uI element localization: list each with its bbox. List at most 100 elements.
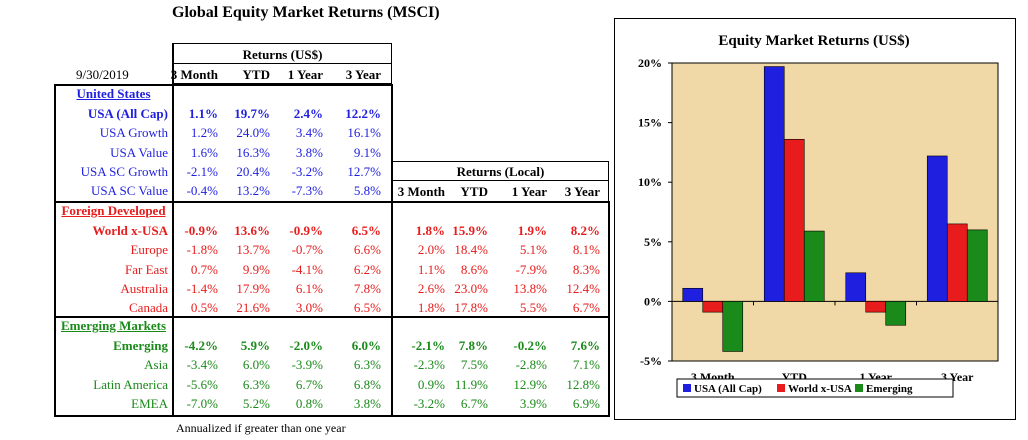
- y-tick-label: 5%: [644, 235, 662, 249]
- usd-value: 16.3%: [236, 144, 270, 160]
- local-value: -0.2%: [513, 338, 547, 353]
- usd-value: 6.5%: [353, 300, 381, 316]
- usd-value: -5.6%: [186, 376, 218, 392]
- local-value: 3.9%: [519, 395, 547, 411]
- bar: [682, 287, 704, 302]
- usd-value: 3.0%: [295, 300, 323, 316]
- usd-value: 13.2%: [236, 183, 270, 199]
- local-value: 7.8%: [458, 338, 488, 353]
- usd-value: 9.9%: [242, 261, 270, 277]
- row-label: USA Growth: [99, 125, 168, 141]
- y-tick-label: 15%: [638, 116, 662, 130]
- chart-canvas: Equity Market Returns (US$) -5% 0% 5% 10% 15%…: [638, 33, 999, 398]
- section-heading: United States: [76, 86, 151, 101]
- bar: [926, 155, 948, 302]
- usd-value: -3.9%: [291, 357, 323, 373]
- bar: [803, 230, 825, 302]
- section-divider-emerging: [54, 316, 610, 318]
- usd-value: 3.8%: [353, 395, 381, 411]
- usd-value: 12.7%: [347, 163, 381, 179]
- local-value: 12.9%: [513, 376, 547, 392]
- local-value: -2.1%: [411, 338, 445, 353]
- usd-value: 6.2%: [353, 261, 381, 277]
- local-header-divider: [392, 180, 609, 181]
- row-label: Europe: [130, 242, 168, 258]
- legend-swatch: [683, 384, 691, 392]
- bar: [702, 301, 724, 313]
- bar: [865, 301, 887, 313]
- bar: [722, 301, 744, 352]
- local-value: 1.8%: [415, 223, 445, 238]
- bar: [946, 223, 968, 302]
- local-value: 6.7%: [572, 300, 600, 316]
- usd-value: -2.1%: [186, 163, 218, 179]
- page-title: Global Equity Market Returns (MSCI): [172, 4, 440, 21]
- usd-table-right-border: [391, 84, 393, 201]
- local-value: 13.8%: [513, 280, 547, 296]
- usd-value: -0.9%: [289, 223, 323, 238]
- usd-value: 5.2%: [242, 395, 270, 411]
- y-tick-label: 0%: [644, 294, 662, 308]
- local-value: 7.1%: [572, 357, 600, 373]
- local-value: 8.6%: [460, 261, 488, 277]
- usd-header-divider: [173, 63, 392, 64]
- local-column-header: YTD: [460, 184, 488, 199]
- section-heading: Foreign Developed: [61, 203, 166, 218]
- local-column-header: 3 Year: [564, 184, 600, 199]
- local-column-header: 3 Month: [397, 184, 445, 199]
- usd-value: 7.8%: [353, 280, 381, 296]
- usd-value: 6.3%: [242, 376, 270, 392]
- usd-value: 6.8%: [353, 376, 381, 392]
- usd-value: 6.6%: [353, 242, 381, 258]
- local-value: 17.8%: [454, 300, 488, 316]
- local-value: 7.6%: [570, 338, 600, 353]
- table-bottom-border: [54, 415, 610, 417]
- bar: [763, 66, 785, 302]
- row-label: Emerging: [113, 338, 168, 353]
- section-heading: Emerging Markets: [60, 318, 167, 333]
- local-value: 11.9%: [454, 376, 488, 392]
- bar: [783, 138, 805, 302]
- usd-value: 6.0%: [351, 338, 381, 353]
- usd-value: 20.4%: [236, 163, 270, 179]
- local-value: 12.4%: [566, 280, 600, 296]
- legend-box: [676, 378, 954, 398]
- section-divider-foreign: [54, 201, 610, 203]
- local-value: -3.2%: [413, 395, 445, 411]
- row-label: Latin America: [93, 376, 168, 392]
- y-tick-label: -5%: [640, 354, 662, 368]
- equity-returns-chart: Equity Market Returns (US$) -5% 0% 5% 10% 15%…: [614, 18, 1016, 420]
- bar: [966, 229, 988, 302]
- legend-label: Emerging: [866, 383, 913, 395]
- usd-value: 1.6%: [190, 144, 218, 160]
- local-value: -2.3%: [413, 357, 445, 373]
- usd-value: 3.4%: [295, 125, 323, 141]
- row-label: Australia: [120, 280, 168, 296]
- usd-value: 6.7%: [295, 376, 323, 392]
- local-value: 6.9%: [572, 395, 600, 411]
- usd-value: 13.7%: [236, 242, 270, 258]
- local-value: 1.8%: [417, 300, 445, 316]
- local-value: 8.3%: [572, 261, 600, 277]
- usd-value: 5.8%: [353, 183, 381, 199]
- local-value: 5.1%: [519, 242, 547, 258]
- y-tick-label: 20%: [638, 56, 662, 70]
- usd-value: -1.8%: [186, 242, 218, 258]
- chart-title: Equity Market Returns (US$): [718, 33, 909, 49]
- usd-value: -4.1%: [291, 261, 323, 277]
- usd-value: 0.8%: [295, 395, 323, 411]
- legend-label: World x-USA: [788, 383, 852, 395]
- local-value: 15.9%: [452, 223, 488, 238]
- local-value: 0.9%: [417, 376, 445, 392]
- plot-area: [671, 62, 999, 362]
- usd-value: 16.1%: [347, 125, 381, 141]
- usd-value: -3.4%: [186, 357, 218, 373]
- row-label: USA SC Value: [90, 183, 168, 199]
- label-column-divider: [172, 43, 174, 416]
- local-value: 8.1%: [572, 242, 600, 258]
- local-value: 5.5%: [519, 300, 547, 316]
- usd-value: 21.6%: [236, 300, 270, 316]
- usd-value: 17.9%: [236, 280, 270, 296]
- usd-value: 9.1%: [353, 144, 381, 160]
- usd-value: 6.5%: [351, 223, 381, 238]
